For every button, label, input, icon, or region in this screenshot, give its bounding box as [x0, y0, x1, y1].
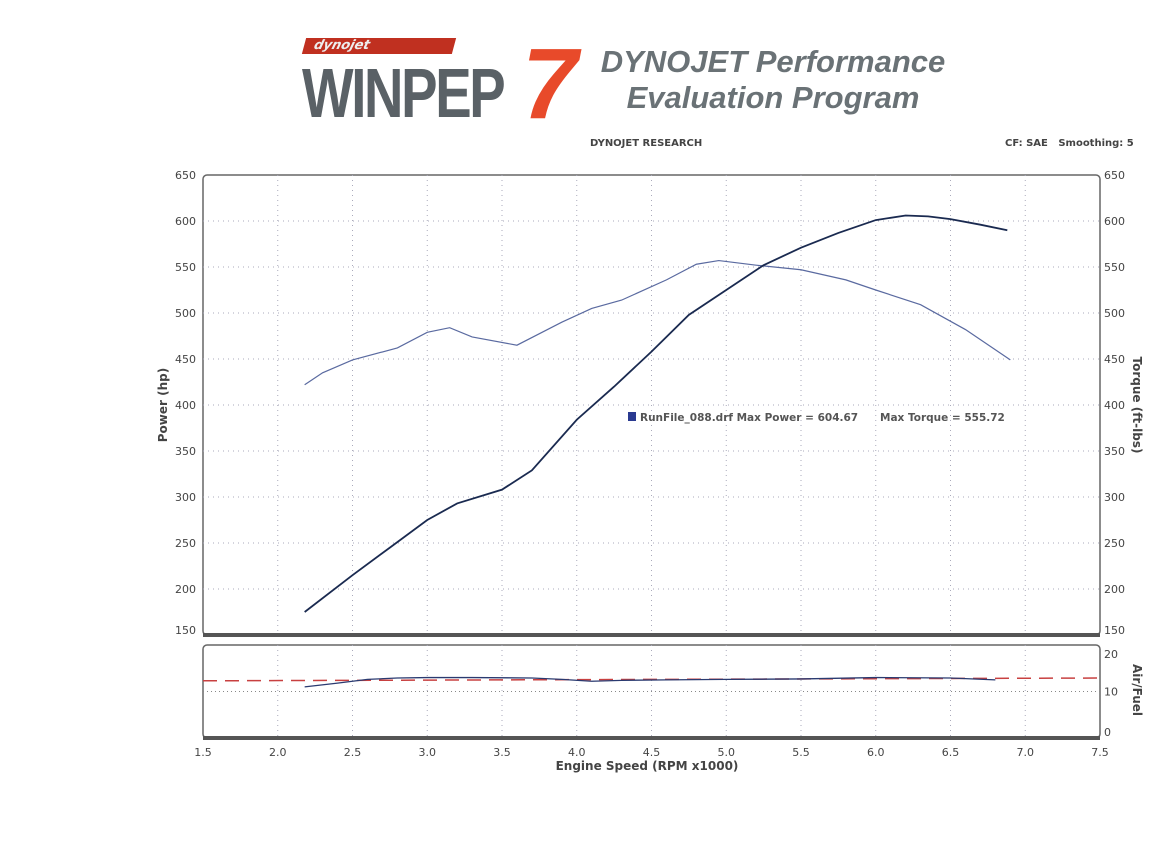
torque-tick-label: 500 [1104, 307, 1125, 320]
afr-curve [304, 676, 996, 688]
x-tick-label: 5.0 [718, 746, 736, 759]
settings-label: CF: SAE Smoothing: 5 [1005, 138, 1134, 149]
x-tick-label: 2.0 [269, 746, 287, 759]
x-tick-label: 3.0 [419, 746, 437, 759]
x-tick-label: 6.0 [867, 746, 885, 759]
torque-axis-label: Torque (ft-lbs) [1130, 357, 1144, 454]
power-curve [304, 214, 1008, 613]
title-line-1: DYNOJET Performance [600, 44, 946, 79]
torque-tick-label: 550 [1104, 261, 1125, 274]
afr-tick-label: 20 [1104, 648, 1118, 661]
program-title: DYNOJET Performance Evaluation Program [588, 44, 958, 116]
torque-tick-label: 200 [1104, 583, 1125, 596]
logo-seven: 7 [522, 28, 578, 140]
power-tick-label: 300 [175, 491, 196, 504]
power-tick-label: 250 [175, 537, 196, 550]
torque-tick-label: 600 [1104, 215, 1125, 228]
torque-tick-label: 400 [1104, 399, 1125, 412]
power-tick-label: 650 [175, 169, 196, 182]
x-tick-label: 4.0 [568, 746, 586, 759]
winpep-logo: dynojet WINPEP 7 [298, 34, 578, 134]
torque-curve [304, 259, 1011, 386]
title-line-2: Evaluation Program [626, 80, 920, 115]
legend-file: RunFile_088.drf Max Power = 604.67 [640, 412, 858, 424]
torque-tick-label: 450 [1104, 353, 1125, 366]
afr-tick-label: 0 [1104, 726, 1111, 739]
power-tick-label: 150 [175, 624, 196, 637]
x-tick-label: 5.5 [792, 746, 810, 759]
torque-tick-label: 150 [1104, 624, 1125, 637]
power-tick-label: 350 [175, 445, 196, 458]
logo-winpep: WINPEP [302, 54, 506, 132]
power-tick-label: 400 [175, 399, 196, 412]
torque-tick-label: 650 [1104, 169, 1125, 182]
afr-axis-label: Air/Fuel [1130, 664, 1144, 716]
legend-swatch [628, 412, 636, 421]
torque-tick-label: 300 [1104, 491, 1125, 504]
power-tick-label: 600 [175, 215, 196, 228]
x-tick-label: 4.5 [643, 746, 661, 759]
power-tick-label: 550 [175, 261, 196, 274]
torque-tick-label: 350 [1104, 445, 1125, 458]
power-tick-label: 200 [175, 583, 196, 596]
power-axis-label: Power (hp) [156, 368, 170, 442]
power-tick-label: 450 [175, 353, 196, 366]
x-tick-label: 3.5 [493, 746, 511, 759]
x-tick-label: 6.5 [942, 746, 960, 759]
x-axis-label: Engine Speed (RPM x1000) [556, 759, 739, 773]
x-tick-label: 2.5 [344, 746, 362, 759]
power-tick-label: 500 [175, 307, 196, 320]
company-label: DYNOJET RESEARCH [590, 138, 703, 149]
afr-tick-label: 10 [1104, 686, 1118, 699]
x-tick-label: 7.5 [1091, 746, 1109, 759]
x-tick-label: 7.0 [1017, 746, 1035, 759]
torque-tick-label: 250 [1104, 537, 1125, 550]
legend-max-torque: Max Torque = 555.72 [880, 412, 1005, 424]
x-tick-label: 1.5 [194, 746, 212, 759]
